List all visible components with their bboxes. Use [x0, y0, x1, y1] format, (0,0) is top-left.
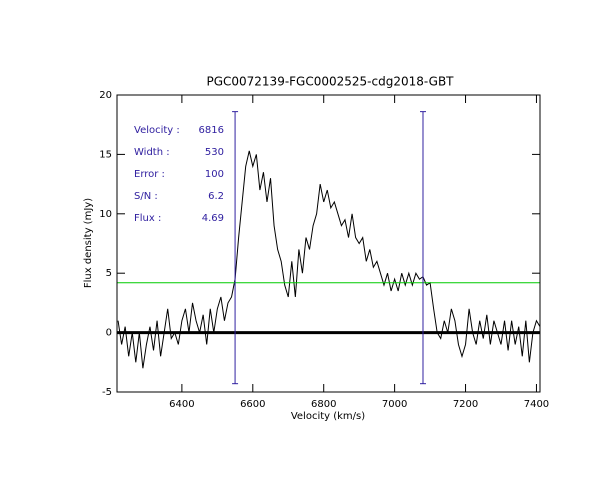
- annotation-label: Error :: [134, 169, 165, 180]
- annotation-label: S/N :: [134, 191, 158, 202]
- annotation-value: 6816: [199, 125, 224, 136]
- x-tick-label: 6600: [240, 399, 265, 410]
- annotation-value: 100: [205, 169, 224, 180]
- y-tick-label: 20: [99, 90, 112, 101]
- x-tick-label: 6400: [169, 399, 194, 410]
- y-tick-label: 0: [106, 328, 112, 339]
- y-tick-label: 15: [99, 149, 112, 160]
- annotation-label: Flux :: [134, 213, 161, 224]
- x-tick-label: 7400: [524, 399, 549, 410]
- x-axis-label: Velocity (km/s): [291, 411, 365, 422]
- y-tick-label: 10: [99, 209, 112, 220]
- x-tick-label: 7000: [382, 399, 407, 410]
- annotation-label: Velocity :: [134, 125, 180, 136]
- annotation-label: Width :: [134, 147, 170, 158]
- y-axis-label: Flux density (mJy): [83, 198, 94, 288]
- annotation-value: 4.69: [202, 213, 224, 224]
- y-tick-label: 5: [106, 268, 112, 279]
- x-tick-label: 6800: [311, 399, 336, 410]
- plot-frame: [116, 94, 541, 393]
- annotation-value: 6.2: [208, 191, 224, 202]
- chart-title: PGC0072139-FGC0002525-cdg2018-GBT: [206, 75, 454, 89]
- x-tick-label: 7200: [453, 399, 478, 410]
- annotation-value: 530: [205, 147, 224, 158]
- spectrum-line: [117, 150, 541, 369]
- y-tick-label: -5: [102, 387, 112, 398]
